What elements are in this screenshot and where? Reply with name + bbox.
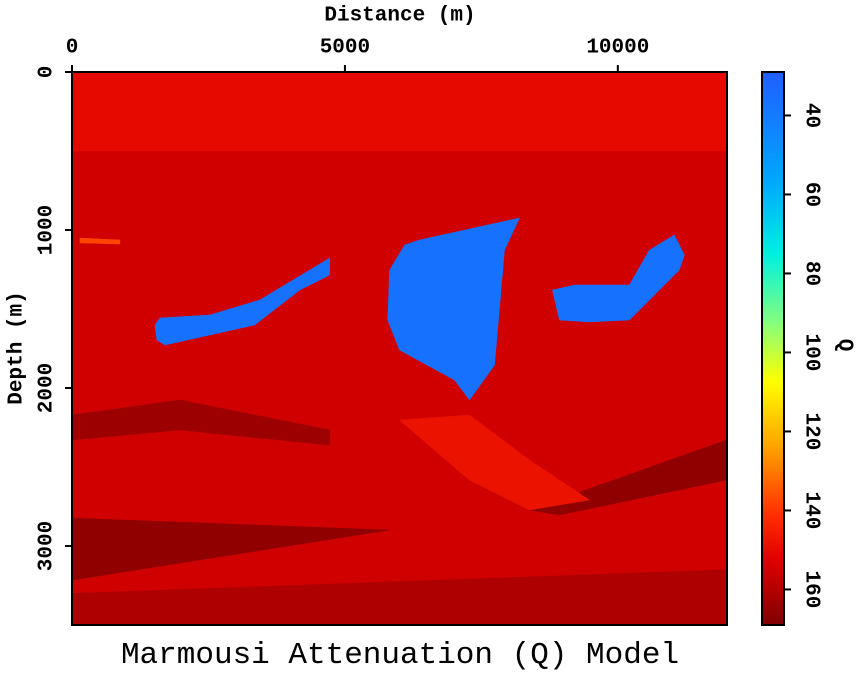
chart-title: Marmousi Attenuation (Q) Model [121, 638, 679, 673]
colorbar-tick-label: 80 [799, 261, 822, 286]
region [72, 399, 330, 446]
colorbar-tick-label: 120 [799, 413, 822, 451]
region [398, 414, 591, 511]
colorbar-tick-label: 140 [799, 492, 822, 530]
region [72, 72, 727, 152]
region [387, 217, 520, 401]
y-tick-label: 0 [36, 66, 59, 79]
plot-frame [71, 71, 728, 626]
y-axis-label: Depth (m) [6, 291, 29, 404]
region [552, 234, 685, 323]
x-tick-label: 10000 [586, 37, 649, 60]
y-tick-label: 3000 [36, 521, 59, 571]
region [79, 237, 121, 245]
y-tick-label: 1000 [36, 205, 59, 255]
region [72, 517, 390, 581]
x-tick-label: 5000 [320, 37, 370, 60]
colorbar-label: Q [832, 339, 855, 352]
region [72, 569, 727, 625]
region [154, 257, 330, 346]
y-tick-label: 2000 [36, 363, 59, 413]
colorbar-tick-label: 100 [799, 334, 822, 372]
x-tick-label: 0 [66, 37, 79, 60]
image [72, 72, 727, 625]
colorbar-tick-label: 160 [799, 571, 822, 609]
colorbar [761, 71, 785, 626]
x-axis-label: Distance (m) [324, 5, 475, 28]
colorbar-tick-label: 40 [799, 103, 822, 128]
colorbar-tick-label: 60 [799, 182, 822, 207]
